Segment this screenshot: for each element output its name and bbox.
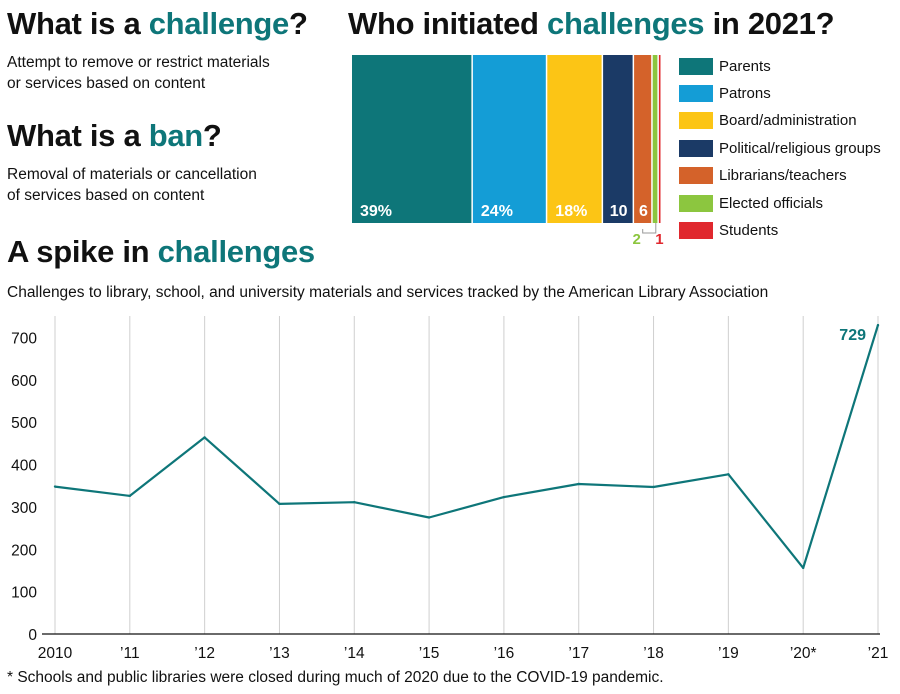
y-tick-label: 100 bbox=[11, 585, 37, 602]
data-point bbox=[876, 323, 880, 327]
bar-segment-political-religious-groups bbox=[603, 55, 633, 223]
y-tick-label: 700 bbox=[11, 330, 37, 347]
data-point bbox=[278, 502, 281, 506]
bar-segment-patrons bbox=[472, 55, 546, 223]
bar-label-students: 1 bbox=[655, 231, 663, 248]
y-tick-label: 600 bbox=[11, 373, 37, 390]
y-tick-label: 500 bbox=[11, 415, 37, 432]
y-tick-label: 200 bbox=[11, 542, 37, 559]
legend-item-parents: Parents bbox=[679, 56, 771, 76]
initiators-stacked-bar-chart: 39% 24% 18% 10 6 2 1 bbox=[352, 55, 664, 248]
x-tick-label: ’21 bbox=[868, 645, 889, 662]
y-tick-label: 300 bbox=[11, 500, 37, 517]
data-point bbox=[203, 436, 206, 439]
data-point bbox=[353, 501, 356, 504]
bar-segment-parents bbox=[352, 55, 472, 223]
data-point bbox=[427, 516, 431, 519]
legend-item-students: Students bbox=[679, 220, 778, 240]
legend-label: Elected officials bbox=[719, 194, 823, 212]
bar-segment-board-administration bbox=[547, 55, 602, 223]
challenge-heading: What is a challenge? bbox=[7, 6, 308, 41]
bar-label-librarians-teachers: 6 bbox=[639, 203, 648, 220]
challenges-line-chart: 0 100 200 300 400 500 600 700 2010 ’11 ’12 ’13 ’14 ’1… bbox=[11, 316, 889, 662]
spike-subtitle: Challenges to library, school, and unive… bbox=[7, 284, 769, 301]
series-line bbox=[54, 324, 880, 569]
bar-label-elected-officials: 2 bbox=[633, 231, 641, 248]
y-tick-label: 400 bbox=[11, 458, 37, 475]
ban-heading: What is a ban? bbox=[7, 118, 222, 153]
legend-item-librarians-teachers: Librarians/teachers bbox=[679, 166, 847, 186]
bar-label-parents: 39% bbox=[360, 203, 392, 220]
data-point bbox=[801, 566, 805, 570]
bar-label-patrons: 24% bbox=[481, 203, 513, 220]
bar-label-board-administration: 18% bbox=[555, 203, 587, 220]
data-point bbox=[502, 495, 506, 499]
legend-item-patrons: Patrons bbox=[679, 83, 771, 103]
legend-swatch bbox=[679, 57, 713, 75]
x-tick-label: ’14 bbox=[344, 645, 365, 662]
legend-label: Patrons bbox=[719, 84, 771, 102]
data-point bbox=[727, 473, 730, 476]
bar-segment-librarians-teachers bbox=[634, 55, 652, 223]
x-tick-label: ’19 bbox=[718, 645, 739, 662]
bar-label-leader bbox=[642, 223, 657, 234]
y-tick-label: 0 bbox=[28, 627, 37, 644]
x-tick-label: ’12 bbox=[194, 645, 215, 662]
challenge-definition: Attempt to remove or restrict materials … bbox=[7, 54, 270, 92]
bar-segment-elected-officials bbox=[652, 55, 658, 223]
legend-item-elected-officials: Elected officials bbox=[679, 193, 823, 213]
legend-item-political-religious-groups: Political/religious groups bbox=[679, 138, 881, 158]
legend-swatch bbox=[679, 139, 713, 157]
x-tick-label: ’16 bbox=[494, 645, 515, 662]
x-tick-label: ’18 bbox=[643, 645, 664, 662]
legend-item-board-administration: Board/administration bbox=[679, 111, 857, 131]
ban-definition: Removal of materials or cancellation of … bbox=[7, 166, 257, 204]
legend-swatch bbox=[679, 112, 713, 130]
initiators-heading: Who initiated challenges in 2021? bbox=[348, 6, 835, 41]
x-tick-label: ’15 bbox=[419, 645, 440, 662]
annotation-label: 729 bbox=[839, 327, 866, 344]
legend-label: Political/religious groups bbox=[719, 139, 881, 157]
legend-label: Board/administration bbox=[719, 112, 857, 130]
x-tick-label: ’13 bbox=[269, 645, 290, 662]
bar-segment-students bbox=[658, 55, 661, 223]
data-point bbox=[53, 485, 57, 488]
legend-swatch bbox=[679, 84, 713, 102]
legend-swatch bbox=[679, 194, 713, 212]
data-point bbox=[652, 485, 655, 489]
bar-label-political-religious-groups: 10 bbox=[610, 203, 628, 220]
x-tick-label: ’20* bbox=[790, 645, 817, 662]
legend-label: Librarians/teachers bbox=[719, 167, 847, 185]
legend-swatch bbox=[679, 167, 713, 185]
data-point bbox=[128, 494, 132, 498]
data-point bbox=[577, 482, 580, 486]
footnote: * Schools and public libraries were clos… bbox=[7, 669, 664, 686]
x-tick-label: ’17 bbox=[568, 645, 589, 662]
legend-swatch bbox=[679, 221, 713, 239]
legend-label: Students bbox=[719, 221, 779, 239]
x-tick-label: 2010 bbox=[38, 645, 73, 662]
x-tick-label: ’11 bbox=[120, 645, 140, 662]
spike-heading: A spike in challenges bbox=[7, 234, 315, 269]
legend-label: Parents bbox=[719, 57, 771, 75]
